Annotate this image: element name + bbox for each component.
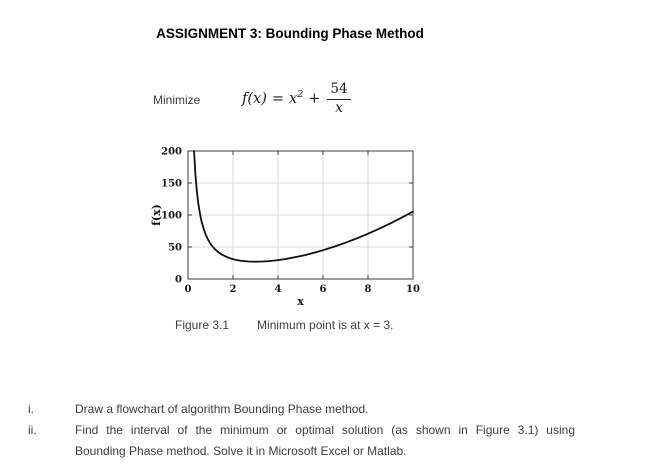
y-tick-label: 0 <box>175 275 182 286</box>
x-axis-label: x <box>297 295 304 308</box>
y-tick-label: 100 <box>161 211 182 222</box>
figure-caption-text: Minimum point is at x = 3. <box>257 318 394 332</box>
x-tick-label: 8 <box>365 284 372 295</box>
task-2-line-2: Bounding Phase method. Solve it in Micro… <box>75 444 407 458</box>
assignment-title: ASSIGNMENT 3: Bounding Phase Method <box>156 26 424 41</box>
formula-plus: + <box>308 91 321 107</box>
formula-equals: = <box>271 91 285 107</box>
task-2-marker: ii. <box>28 423 37 437</box>
task-2-text: Find the interval of the minimum or opti… <box>75 420 575 462</box>
task-1-text: Draw a flowchart of algorithm Bounding P… <box>75 399 575 420</box>
y-tick-label: 150 <box>161 179 182 190</box>
formula-base: x2 <box>289 89 304 107</box>
fraction-denominator: x <box>335 99 343 116</box>
task-item-1: i. Draw a flowchart of algorithm Boundin… <box>28 399 576 420</box>
figure-caption-label: Figure 3.1 <box>175 318 230 332</box>
task-1-marker: i. <box>28 402 34 416</box>
fraction-numerator: 54 <box>330 80 348 97</box>
x-tick-label: 10 <box>406 284 420 295</box>
task-2-line-1: Find the interval of the minimum or opti… <box>75 423 575 437</box>
objective-label: Minimize <box>153 93 201 107</box>
x-tick-label: 4 <box>275 284 282 295</box>
y-axis-label: f(x) <box>150 204 163 226</box>
figure-3-1-plot: 0 2 4 6 8 10 0 50 100 150 200 x f(x) <box>148 140 438 312</box>
formula-lhs: f(x) <box>242 91 267 107</box>
y-tick-label: 50 <box>168 243 182 254</box>
formula-exponent: 2 <box>297 89 304 101</box>
task-list: i. Draw a flowchart of algorithm Boundin… <box>28 399 576 462</box>
x-tick-label: 0 <box>185 284 192 295</box>
y-tick-label: 200 <box>161 147 182 158</box>
figure-caption: Figure 3.1 Minimum point is at x = 3. <box>175 318 393 332</box>
fraction-bar <box>327 98 351 100</box>
x-tick-label: 2 <box>230 284 237 295</box>
objective-formula: f(x) = x2 + 54 x <box>242 76 351 122</box>
formula-fraction: 54 x <box>327 80 351 116</box>
function-curve <box>193 150 414 263</box>
task-1-line-1: Draw a flowchart of algorithm Bounding P… <box>75 402 369 416</box>
task-item-2: ii. Find the interval of the minimum or … <box>28 420 576 462</box>
x-tick-label: 6 <box>320 284 327 295</box>
